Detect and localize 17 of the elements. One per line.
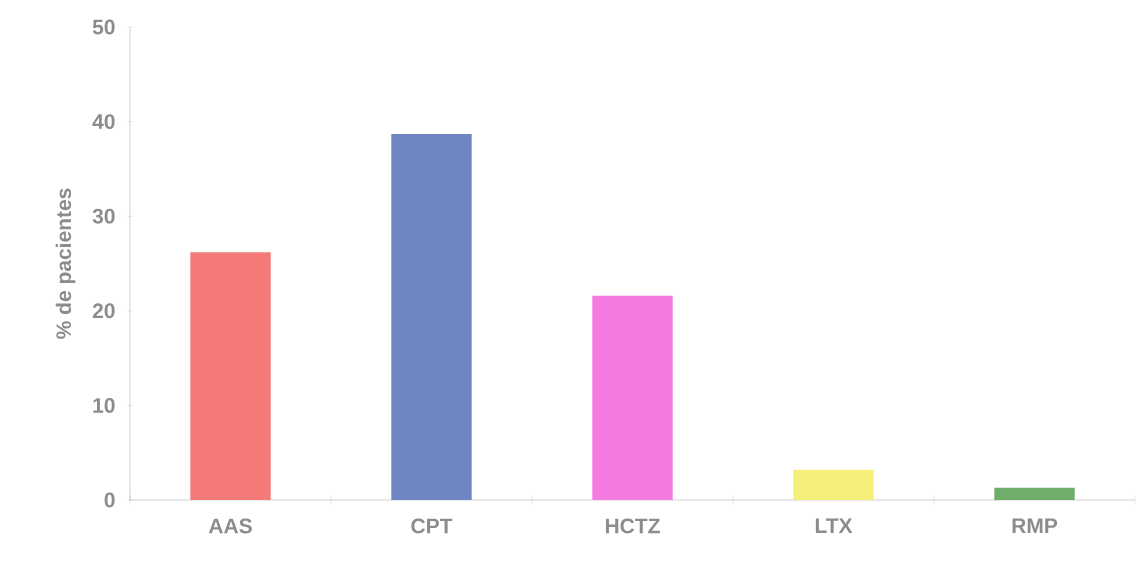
x-tick-label: CPT <box>411 518 453 534</box>
y-tick-label: 10 <box>93 397 115 413</box>
y-tick-label: 50 <box>92 19 115 35</box>
y-tick-label: 30 <box>92 208 115 224</box>
x-tick-label: LTX <box>815 518 853 533</box>
x-tick-label: AAS <box>208 518 252 534</box>
bar <box>391 133 472 500</box>
bar <box>190 252 271 500</box>
x-tick-label: HCTZ <box>605 518 660 534</box>
y-tick-label: 20 <box>92 303 115 319</box>
y-tick-label: 40 <box>92 114 115 130</box>
x-tick-label: RMP <box>1012 518 1058 533</box>
bar <box>994 487 1075 500</box>
bar <box>592 295 673 500</box>
bar <box>793 469 874 500</box>
y-axis-title: % de pacientes <box>55 188 76 339</box>
y-tick-label: 0 <box>104 492 115 508</box>
